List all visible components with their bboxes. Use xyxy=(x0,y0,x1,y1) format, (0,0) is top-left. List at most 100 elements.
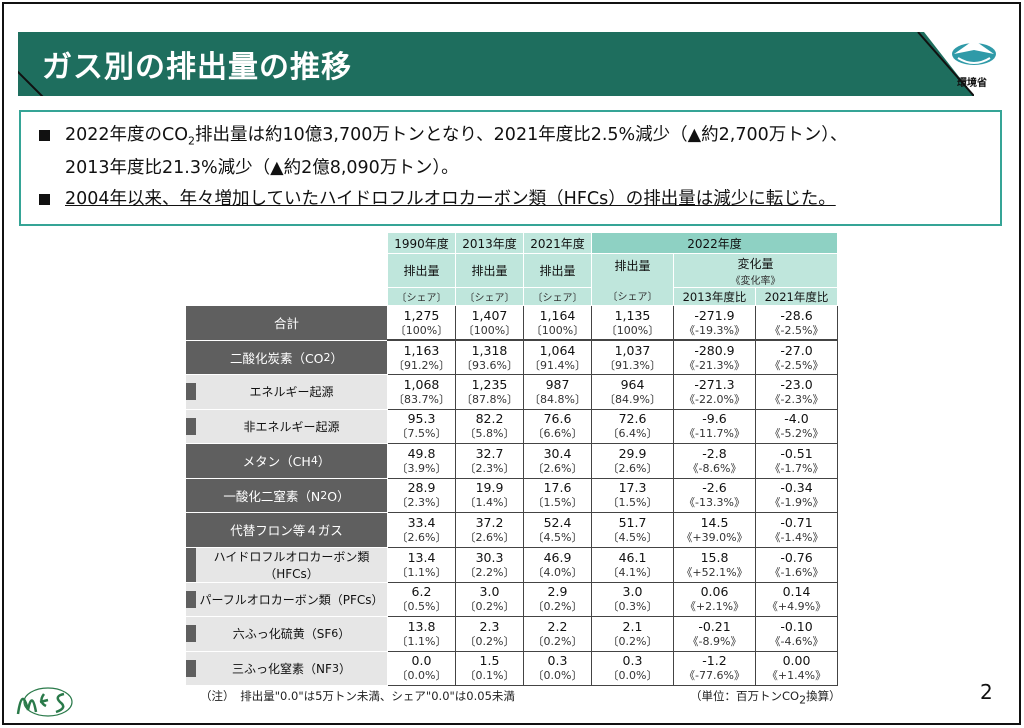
table-row: メタン（CH 4） 49.8 〔3.9%〕 32.7 〔2.3%〕 30.4 〔2.6%〕 29… xyxy=(185,443,838,479)
summary-bullet-1: 2022年度のCO2排出量は約10億3,700万トンとなり、2021年度比2.5… xyxy=(39,122,986,182)
value-cell: 1,318 〔93.6%〕 xyxy=(455,339,524,375)
table-row: 一酸化二窒素（N 2 O） 28.9 〔2.3%〕 19.9 〔1.4%〕 17.6 〔1.5%… xyxy=(185,477,838,513)
table-row: ハイドロフルオロカーボン類（HFCs） 13.4 〔1.1%〕 30.3 〔2.2%〕 4… xyxy=(185,546,838,583)
vs-2021-label: 2021年度比 xyxy=(755,287,838,306)
share-label: 〔シェア〕 xyxy=(523,287,592,306)
summary-bullet-2: 2004年以来、年々増加していたハイドロフルオロカーボン類（HFCs）の排出量は… xyxy=(39,186,986,213)
value-cell: 14.5 《+39.0%》 xyxy=(673,512,756,548)
value-cell: 95.3 〔7.5%〕 xyxy=(387,408,456,444)
value-cell: 0.14 《+4.9%》 xyxy=(755,581,838,617)
title-banner: ガス別の排出量の推移 xyxy=(18,32,974,96)
value-cell: -4.0 《-5.2%》 xyxy=(755,408,838,444)
row-label: 一酸化二窒素（N 2 O） xyxy=(185,477,388,513)
value-cell: 964 〔84.9%〕 xyxy=(591,374,674,410)
value-cell: 13.8 〔1.1%〕 xyxy=(387,616,456,652)
value-cell: 1,064 〔91.4%〕 xyxy=(523,339,592,375)
value-cell: -0.71 《-1.4%》 xyxy=(755,512,838,548)
value-cell: -28.6 《-2.5%》 xyxy=(755,305,838,341)
table-row: エネルギー起源 1,068 〔83.7%〕 1,235 〔87.8%〕 987 〔84.8%… xyxy=(185,374,838,410)
value-cell: -9.6 《-11.7%》 xyxy=(673,408,756,444)
value-cell: -27.0 《-2.5%》 xyxy=(755,339,838,375)
emission-label: 排出量 xyxy=(455,253,524,288)
table-row: 二酸化炭素（CO 2） 1,163 〔91.2%〕 1,318 〔93.6%〕 1,064 〔… xyxy=(185,339,838,375)
value-cell: 1,164 〔100%〕 xyxy=(523,305,592,341)
share-label: 〔シェア〕 xyxy=(455,287,524,306)
value-cell: 46.9 〔4.0%〕 xyxy=(523,546,592,583)
value-cell: 1,235 〔87.8%〕 xyxy=(455,374,524,410)
value-cell: 0.3 〔0.0%〕 xyxy=(523,650,592,686)
value-cell: 0.06 《+2.1%》 xyxy=(673,581,756,617)
banner-shape xyxy=(18,32,974,96)
emission-label: 排出量 〔シェア〕 xyxy=(591,253,674,306)
value-cell: -0.51 《-1.7%》 xyxy=(755,443,838,479)
value-cell: 987 〔84.8%〕 xyxy=(523,374,592,410)
unit-note: （単位：百万トンCO2換算） xyxy=(690,689,841,707)
value-cell: -0.10 《-4.6%》 xyxy=(755,616,838,652)
share-label: 〔シェア〕 xyxy=(387,287,456,306)
emission-label: 排出量 xyxy=(387,253,456,288)
value-cell: 33.4 〔2.6%〕 xyxy=(387,512,456,548)
page-number: 2 xyxy=(980,680,993,704)
value-cell: 1,407 〔100%〕 xyxy=(455,305,524,341)
value-cell: 37.2 〔2.6%〕 xyxy=(455,512,524,548)
value-cell: 13.4 〔1.1%〕 xyxy=(387,546,456,583)
table-row: 三ふっ化窒素（NF 3） 0.0 〔0.0%〕 1.5 〔0.1%〕 0.3 〔0.0%〕 0.… xyxy=(185,650,838,686)
value-cell: 51.7 〔4.5%〕 xyxy=(591,512,674,548)
value-cell: -0.21 《-8.9%》 xyxy=(673,616,756,652)
value-cell: 0.0 〔0.0%〕 xyxy=(387,650,456,686)
value-cell: 1,037 〔91.3%〕 xyxy=(591,339,674,375)
value-cell: -0.34 《-1.9%》 xyxy=(755,477,838,513)
value-cell: 0.3 〔0.0%〕 xyxy=(591,650,674,686)
mes-logo-icon xyxy=(16,687,73,717)
value-cell: 52.4 〔4.5%〕 xyxy=(523,512,592,548)
value-cell: 49.8 〔3.9%〕 xyxy=(387,443,456,479)
value-cell: 82.2 〔5.8%〕 xyxy=(455,408,524,444)
value-cell: 0.00 《+1.4%》 xyxy=(755,650,838,686)
table-body: 合計 1,275 〔100%〕 1,407 〔100%〕 1,164 〔100%〕 1,135… xyxy=(185,305,838,686)
value-cell: 19.9 〔1.4%〕 xyxy=(455,477,524,513)
row-label: 非エネルギー起源 xyxy=(185,408,388,444)
value-cell: 2.2 〔0.2%〕 xyxy=(523,616,592,652)
value-cell: 1,135 〔100%〕 xyxy=(591,305,674,341)
value-cell: -271.3 《-22.0%》 xyxy=(673,374,756,410)
value-cell: 72.6 〔6.4%〕 xyxy=(591,408,674,444)
row-label: エネルギー起源 xyxy=(185,374,388,410)
value-cell: 76.6 〔6.6%〕 xyxy=(523,408,592,444)
value-cell: -2.6 《-13.3%》 xyxy=(673,477,756,513)
value-cell: 1,163 〔91.2%〕 xyxy=(387,339,456,375)
value-cell: 2.1 〔0.2%〕 xyxy=(591,616,674,652)
col-2021: 2021年度 xyxy=(523,232,592,254)
square-bullet-icon xyxy=(39,193,50,205)
row-label: 代替フロン等４ガス xyxy=(185,512,388,548)
moe-logo-text: 環境省 xyxy=(957,78,987,89)
value-cell: 15.8 《+52.1%》 xyxy=(673,546,756,583)
value-cell: 17.3 〔1.5%〕 xyxy=(591,477,674,513)
table-row: 非エネルギー起源 95.3 〔7.5%〕 82.2 〔5.8%〕 76.6 〔6.6%〕 72… xyxy=(185,408,838,444)
value-cell: -1.2 《-77.6%》 xyxy=(673,650,756,686)
vs-2013-label: 2013年度比 xyxy=(673,287,756,306)
value-cell: 29.9 〔2.6%〕 xyxy=(591,443,674,479)
table-row: 合計 1,275 〔100%〕 1,407 〔100%〕 1,164 〔100%〕 1,135… xyxy=(185,305,838,341)
value-cell: 2.9 〔0.2%〕 xyxy=(523,581,592,617)
col-2022: 2022年度 xyxy=(591,232,838,254)
value-cell: -23.0 《-2.3%》 xyxy=(755,374,838,410)
value-cell: 32.7 〔2.3%〕 xyxy=(455,443,524,479)
summary-box: 2022年度のCO2排出量は約10億3,700万トンとなり、2021年度比2.5… xyxy=(19,110,1002,226)
moe-logo-icon xyxy=(952,40,996,65)
table-row: 六ふっ化硫黄（SF 6） 13.8 〔1.1%〕 2.3 〔0.2%〕 2.2 〔0.2%〕 2… xyxy=(185,616,838,652)
col-1990: 1990年度 xyxy=(387,232,456,254)
row-label: ハイドロフルオロカーボン類（HFCs） xyxy=(185,546,388,583)
square-bullet-icon xyxy=(39,130,50,141)
row-label: メタン（CH 4） xyxy=(185,443,388,479)
value-cell: -280.9 《-21.3%》 xyxy=(673,339,756,375)
emissions-table: 1990年度 2013年度 2021年度 2022年度 排出量 排出量 排出量 … xyxy=(185,232,838,686)
value-cell: 2.3 〔0.2%〕 xyxy=(455,616,524,652)
value-cell: 1,068 〔83.7%〕 xyxy=(387,374,456,410)
value-cell: 3.0 〔0.2%〕 xyxy=(455,581,524,617)
table-row: 代替フロン等４ガス 33.4 〔2.6%〕 37.2 〔2.6%〕 52.4 〔4.5%〕 5… xyxy=(185,512,838,548)
value-cell: 46.1 〔4.1%〕 xyxy=(591,546,674,583)
value-cell: -271.9 《-19.3%》 xyxy=(673,305,756,341)
row-label: パーフルオロカーボン類（PFCs） xyxy=(185,581,388,617)
row-label: 三ふっ化窒素（NF 3） xyxy=(185,650,388,686)
